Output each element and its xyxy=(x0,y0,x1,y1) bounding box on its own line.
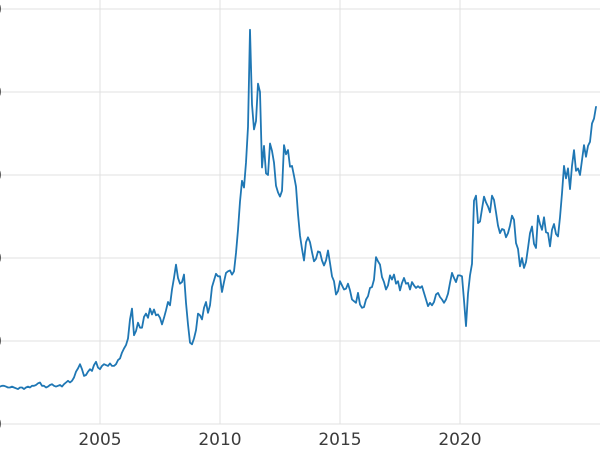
x-tick-label: 2010 xyxy=(198,430,241,450)
y-tick-label: 20 xyxy=(0,249,2,269)
y-tick-label: 40 xyxy=(0,83,2,103)
x-tick-label: 2020 xyxy=(438,430,481,450)
line-series xyxy=(0,28,597,390)
x-tick-label: 2005 xyxy=(78,430,121,450)
y-tick-label: 0 xyxy=(0,415,2,435)
x-axis-tick-labels: 2005 2010 2015 2020 xyxy=(78,430,481,450)
y-tick-label: 10 xyxy=(0,332,2,352)
gridlines xyxy=(0,0,600,425)
y-tick-label: 50 xyxy=(0,0,2,20)
y-tick-label: 30 xyxy=(0,166,2,186)
x-tick-label: 2015 xyxy=(318,430,361,450)
y-axis-tick-labels: 0 10 20 30 40 50 xyxy=(0,0,2,435)
